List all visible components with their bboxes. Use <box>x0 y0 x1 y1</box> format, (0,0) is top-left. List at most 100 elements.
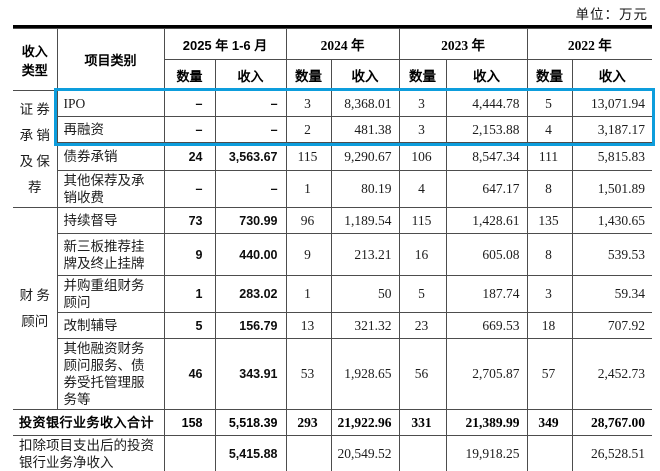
table-cell-income: 539.53 <box>571 233 653 276</box>
table-cell-qty: 5 <box>163 312 216 339</box>
table-cell-income: 19,918.25 <box>445 435 528 471</box>
table-header: 收入 类型 项目类别 2025 年 1-6 月 2024 年 2023 年 20… <box>13 28 653 91</box>
table-cell-income: 283.02 <box>214 275 287 313</box>
table-row: 债券承销 24 3,563.67 115 9,290.67 106 8,547.34 111 5… <box>13 142 653 171</box>
table-body: 证 券 承 销 及 保 荐 IPO – –3 8,368.01 3 4,444.78 5 13,… <box>13 90 653 471</box>
table-cell-income: 321.32 <box>330 312 400 339</box>
row-label: 债券承销 <box>57 142 165 171</box>
table-cell-income: 5,815.83 <box>571 142 653 171</box>
table-cell-qty: 349 <box>526 409 573 436</box>
header-period-2022: 2022 年 <box>526 28 653 60</box>
row-label: 新三板推荐挂 牌及终止挂牌 <box>57 233 165 276</box>
table-cell-qty: 24 <box>163 142 216 171</box>
table-cell-income: 20,549.52 <box>330 435 400 471</box>
table-cell-income: 2,452.73 <box>571 338 653 410</box>
table-cell-income: 156.79 <box>214 312 287 339</box>
table-cell-income: 481.38 <box>330 116 400 143</box>
table-cell-income: – <box>214 170 287 208</box>
table-cell-qty: 111 <box>526 142 573 171</box>
table-cell-qty: 158 <box>163 409 216 436</box>
table-cell-qty: 46 <box>163 338 216 410</box>
table-cell-qty: 106 <box>398 142 447 171</box>
table-cell-income: 8,547.34 <box>445 142 528 171</box>
unit-label: 单位：万元 <box>575 7 648 22</box>
table-cell-qty: 3 <box>526 275 573 313</box>
table-cell-qty: 4 <box>526 116 573 143</box>
table-cell-income: 50 <box>330 275 400 313</box>
table-cell-qty: 8 <box>526 170 573 208</box>
table-cell-qty: 53 <box>285 338 332 410</box>
row-label: 再融资 <box>57 116 165 143</box>
table-cell-income: 343.91 <box>214 338 287 410</box>
row-label: 其他保荐及承 销收费 <box>57 170 165 208</box>
table-row: 财 务 顾问 持续督导 73 730.99 96 1,189.54 115 1,428.61 1… <box>13 207 653 410</box>
table-cell-qty: 56 <box>398 338 447 410</box>
header-period-2023: 2023 年 <box>398 28 528 60</box>
header-income: 收入 <box>214 59 287 91</box>
row-label: IPO <box>56 90 165 117</box>
table-row: 新三板推荐挂 牌及终止挂牌 9 440.00 9 213.21 16 605.08 8 539.… <box>13 233 653 276</box>
table-cell-qty: 5 <box>398 275 447 313</box>
table-cell-income: 3,187.17 <box>571 116 653 143</box>
table-cell-income: 26,528.51 <box>571 435 653 471</box>
table-cell-income: 21,389.99 <box>445 409 528 436</box>
table-cell-qty: 115 <box>285 142 332 171</box>
table-cell-qty: 23 <box>398 312 447 339</box>
table-cell-qty: 57 <box>526 338 573 410</box>
table-cell-income: – <box>214 90 287 117</box>
header-income-type: 收入 类型 <box>13 28 58 91</box>
table-cell-qty: 3 <box>398 90 447 117</box>
table-cell-income: 21,922.96 <box>330 409 400 436</box>
table-row: 证 券 承 销 及 保 荐 IPO – –3 8,368.01 3 4,444.78 5 13,… <box>13 90 653 208</box>
table-cell-income: 1,501.89 <box>571 170 653 208</box>
table-cell-income: 1,430.65 <box>571 207 653 234</box>
header-qty: 数量 <box>526 59 573 91</box>
table-cell-qty: – <box>163 90 216 117</box>
table-cell-qty: 8 <box>526 233 573 276</box>
table-cell-qty: 73 <box>163 207 216 234</box>
table-cell-qty <box>163 435 216 471</box>
table-cell-income: 5,415.88 <box>214 435 287 471</box>
revenue-table: 收入 类型 项目类别 2025 年 1-6 月 2024 年 2023 年 20… <box>13 28 653 471</box>
table-cell-qty: 18 <box>526 312 573 339</box>
header-qty: 数量 <box>164 59 216 91</box>
table-cell-qty: 3 <box>285 90 332 117</box>
table-cell-income: 187.74 <box>445 275 528 313</box>
table-cell-income: 647.17 <box>445 170 528 208</box>
group-label: 证 券 承 销 及 保 荐 <box>13 90 58 208</box>
table-cell-income: 1,428.61 <box>445 207 528 234</box>
table-cell-income: 605.08 <box>445 233 528 276</box>
row-label: 持续督导 <box>56 207 165 234</box>
table-cell-qty: 1 <box>285 275 332 313</box>
table-cell-income: 13,071.94 <box>571 90 653 117</box>
header-qty: 数量 <box>285 59 332 91</box>
table-cell-income: 9,290.67 <box>330 142 400 171</box>
table-cell-income: 5,518.39 <box>214 409 287 436</box>
header-period-2024: 2024 年 <box>285 28 400 60</box>
table-cell-qty: 9 <box>285 233 332 276</box>
table-cell-income: 28,767.00 <box>571 409 653 436</box>
table-cell-qty: 2 <box>285 116 332 143</box>
table-cell-income: 8,368.01 <box>330 90 400 117</box>
table-cell-income: 1,189.54 <box>330 207 400 234</box>
table-cell-qty: – <box>163 116 216 143</box>
table-footer-row: 投资银行业务收入合计 158 5,518.39 293 21,922.96 331 21,3… <box>13 409 653 436</box>
table-cell-qty: 96 <box>285 207 332 234</box>
table-cell-income: 4,444.78 <box>445 90 528 117</box>
table-cell-qty: 115 <box>398 207 447 234</box>
table-cell-income: 2,153.88 <box>445 116 528 143</box>
table-cell-income: 669.53 <box>445 312 528 339</box>
table-cell-qty <box>285 435 332 471</box>
table-row: 其他融资财务 顾问服务、债 券受托管理服 务等 46 343.91 53 1,928.6… <box>13 338 653 410</box>
table-cell-income: 440.00 <box>214 233 287 276</box>
row-label: 改制辅导 <box>57 312 165 339</box>
table-footer-row: 扣除项目支出后的投资 银行业务净收入 5,415.88 20,549.52 19,91… <box>13 435 653 471</box>
table-row: 再融资 – –2 481.38 3 2,153.88 4 3,187.17 <box>13 116 653 143</box>
table-cell-income: 3,563.67 <box>214 142 287 171</box>
table-cell-income: 707.92 <box>571 312 653 339</box>
table-cell-qty: 1 <box>285 170 332 208</box>
table-row: 其他保荐及承 销收费 – –1 80.19 4 647.17 8 1,501.89 <box>13 170 653 208</box>
table-cell-qty: 1 <box>163 275 216 313</box>
table-cell-qty: 4 <box>398 170 447 208</box>
